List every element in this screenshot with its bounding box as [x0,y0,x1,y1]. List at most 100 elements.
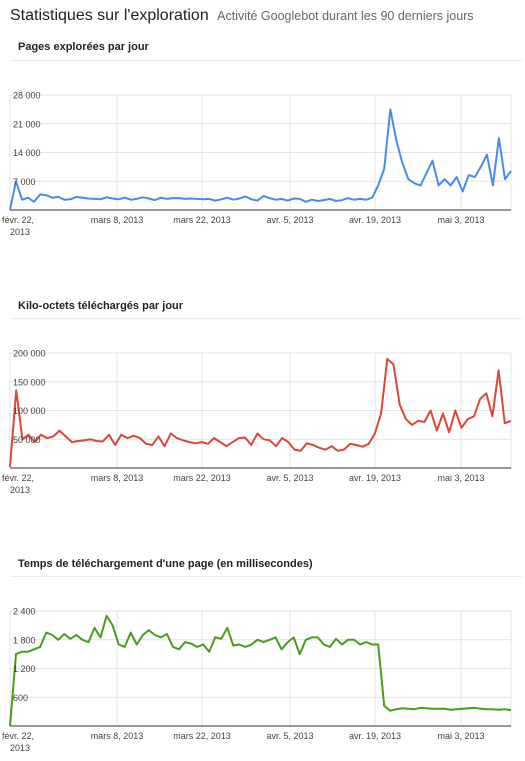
x-tick-label: avr. 19, 2013 [349,473,401,483]
data-point [510,709,512,711]
data-point [202,644,204,646]
data-point [498,369,500,371]
data-point [389,108,391,110]
data-point [287,200,289,202]
data-point [365,199,367,201]
y-tick-label: 7 000 [13,177,36,187]
data-point [393,364,395,366]
y-tick-label: 2 400 [13,607,36,617]
data-point [118,198,120,200]
data-point [160,197,162,199]
data-point [401,707,403,709]
data-point [27,197,29,199]
data-point [323,199,325,201]
series-line [9,614,512,727]
data-point [450,709,452,711]
data-point [9,725,11,727]
data-point [331,445,333,447]
x-tick-label: mai 3, 2013 [437,215,484,225]
data-point [444,178,446,180]
data-point [430,410,432,412]
data-point [504,708,506,710]
data-point [213,437,215,439]
data-point [401,162,403,164]
data-point [473,415,475,417]
data-point [474,707,476,709]
data-point [468,707,470,709]
data-point [444,708,446,710]
data-point [486,154,488,156]
data-point [317,200,319,202]
chart-pages-crawled: 7 000 14 000 21 000 28 000 févr. 22, 2013 mars… [2,91,512,237]
data-point [492,184,494,186]
data-point [139,437,141,439]
data-point [176,437,178,439]
data-point [244,437,246,439]
data-point [94,198,96,200]
data-point [46,437,48,439]
data-point [420,184,422,186]
data-point [154,199,156,201]
data-point [299,653,301,655]
data-point [65,435,67,437]
data-point [75,634,77,636]
data-point [343,449,345,451]
data-point [480,708,482,710]
data-point [108,434,110,436]
data-point [371,644,373,646]
data-point [335,638,337,640]
data-point [395,708,397,710]
data-point [83,439,85,441]
x-tick-label: mars 8, 2013 [91,215,144,225]
data-point [59,430,61,432]
data-point [269,439,271,441]
data-point [423,421,425,423]
y-tick-label: 1 800 [13,635,36,645]
data-point [275,445,277,447]
data-point [81,639,83,641]
chart-divider [10,318,522,319]
chart-download-time: 600 1 200 1 800 2 400 févr. 22, 2013 mars 8, 2… [2,607,512,753]
data-point [226,445,228,447]
data-point [112,624,114,626]
data-point [27,651,29,653]
data-point [88,198,90,200]
data-point [157,435,159,437]
x-tick-label: mars 22, 2013 [173,215,231,225]
data-point [57,196,59,198]
data-point [214,200,216,202]
data-point [395,139,397,141]
data-point [263,641,265,643]
data-point [9,209,11,211]
data-point [9,466,11,468]
data-point [347,639,349,641]
data-point [196,198,198,200]
data-point [337,450,339,452]
data-point [389,710,391,712]
y-tick-label: 1 200 [13,664,36,674]
data-point [190,198,192,200]
data-point [407,178,409,180]
data-point [188,441,190,443]
chart-divider [10,60,522,61]
x-tick-label: avr. 19, 2013 [349,731,401,741]
data-point [160,636,162,638]
x-tick-label-year: 2013 [10,227,30,237]
data-point [411,424,413,426]
page-header: Statistiques sur l'exploration Activité … [10,7,474,25]
data-point [306,442,308,444]
data-point [21,651,23,653]
data-point [329,646,331,648]
data-point [21,199,23,201]
data-point [474,176,476,178]
data-point [456,708,458,710]
data-point [468,174,470,176]
data-point [504,422,506,424]
y-tick-label: 100 000 [13,406,46,416]
data-point [383,168,385,170]
data-point [293,198,295,200]
data-point [148,198,150,200]
data-point [142,196,144,198]
data-point [287,441,289,443]
data-point [39,646,41,648]
